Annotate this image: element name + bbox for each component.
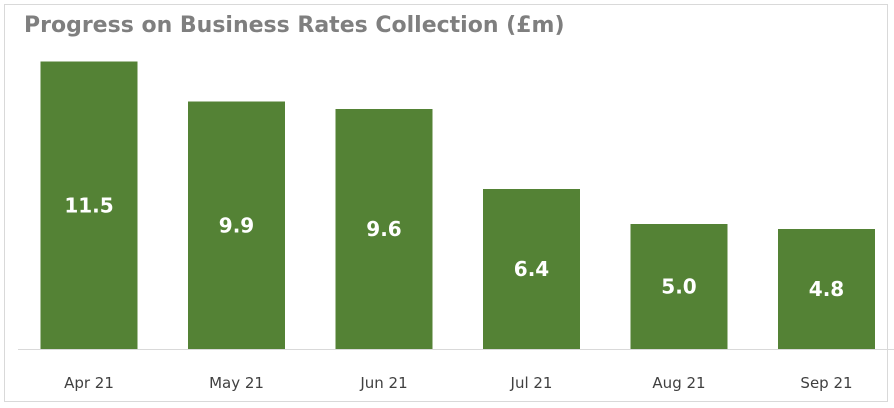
data-label: 5.0 [661, 275, 696, 299]
bar-apr-21 [40, 61, 138, 349]
bar-jun-21 [335, 109, 433, 349]
bar-aug-21 [630, 224, 728, 349]
data-labels: 11.5 9.9 9.6 6.4 5.0 4.8 [64, 193, 844, 301]
bar-may-21 [188, 101, 285, 349]
data-label: 4.8 [809, 277, 844, 301]
x-tick-label: Aug 21 [652, 374, 705, 392]
x-tick-label: Sep 21 [800, 374, 852, 392]
x-tick-labels: Apr 21 May 21 Jun 21 Jul 21 Aug 21 Sep 21 [64, 374, 852, 392]
x-tick-label: Jul 21 [510, 374, 553, 392]
bars-group [40, 61, 875, 349]
chart-title: Progress on Business Rates Collection (£… [24, 13, 565, 38]
data-label: 9.9 [219, 213, 254, 237]
x-tick-label: May 21 [209, 374, 264, 392]
bar-sep-21 [778, 229, 875, 349]
data-label: 6.4 [514, 257, 549, 281]
data-label: 9.6 [366, 217, 401, 241]
x-tick-label: Jun 21 [359, 374, 407, 392]
bar-jul-21 [483, 189, 580, 349]
chart-frame [4, 4, 888, 402]
x-tick-label: Apr 21 [64, 374, 114, 392]
data-label: 11.5 [64, 193, 113, 217]
